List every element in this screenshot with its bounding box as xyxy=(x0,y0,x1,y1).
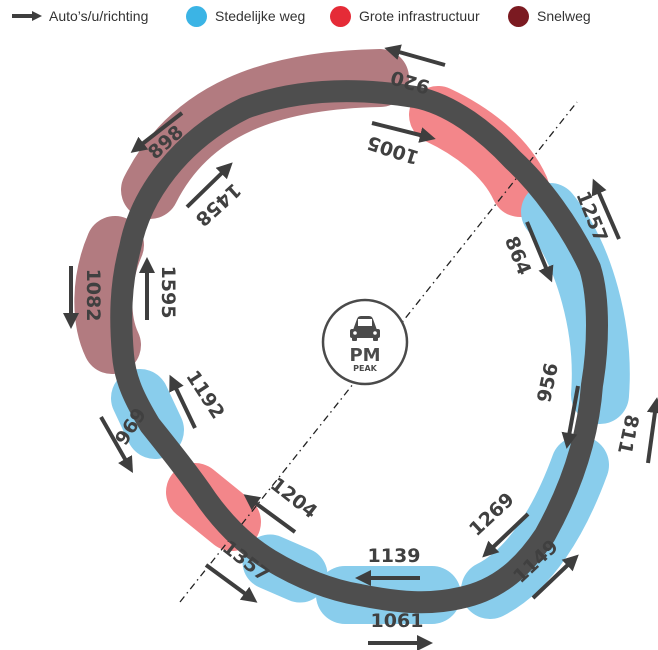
arrow-1192 xyxy=(169,374,197,429)
legend-label-highway: Snelweg xyxy=(537,8,591,24)
arrow-864 xyxy=(525,221,554,283)
arrow-956 xyxy=(561,385,580,449)
arrow-1204 xyxy=(243,494,297,534)
arrow-1357 xyxy=(204,563,258,603)
arrow-1149 xyxy=(531,554,579,600)
infra-dot-icon xyxy=(330,5,351,27)
flow-label-864: 864 xyxy=(500,233,535,278)
arrow-898 xyxy=(130,111,184,153)
flow-label-1458: 1458 xyxy=(191,179,245,231)
highway-band-left xyxy=(74,216,144,374)
legend-label-urban: Stedelijke weg xyxy=(215,8,306,24)
legend-label-infra: Grote infrastructuur xyxy=(359,8,480,24)
arrow-right-icon xyxy=(12,11,42,21)
arrow-1458 xyxy=(185,162,233,209)
flow-label-1082: 1082 xyxy=(82,269,104,322)
flow-label-1005: 1005 xyxy=(365,131,422,168)
flow-label-811: 811 xyxy=(613,413,643,456)
legend-item-highway: Snelweg xyxy=(508,5,591,27)
legend-item-infra: Grote infrastructuur xyxy=(330,5,480,27)
car-icon xyxy=(350,316,380,341)
legend: Auto’s/u/richting Stedelijke weg Grote i… xyxy=(0,0,658,34)
urban-dot-icon xyxy=(186,5,207,27)
flow-label-956: 956 xyxy=(533,361,563,404)
legend-item-urban: Stedelijke weg xyxy=(186,5,306,27)
arrow-969 xyxy=(99,416,133,473)
arrow-1257 xyxy=(591,178,621,240)
arrow-811 xyxy=(646,397,658,464)
flow-arrows xyxy=(63,44,658,650)
flow-label-1061: 1061 xyxy=(371,610,424,632)
arrow-1005 xyxy=(371,121,436,143)
badge-title: PM xyxy=(349,345,380,366)
badge-subtitle: PEAK xyxy=(353,364,378,373)
flow-label-1595: 1595 xyxy=(157,266,179,319)
ring-road xyxy=(110,80,608,614)
legend-label-direction: Auto’s/u/richting xyxy=(49,8,149,24)
arrow-920 xyxy=(384,44,446,67)
badge-circle xyxy=(321,298,409,386)
highway-dot-icon xyxy=(508,5,529,27)
flow-label-1139: 1139 xyxy=(368,545,421,567)
pm-peak-badge: PM PEAK xyxy=(321,298,409,386)
legend-item-direction: Auto’s/u/richting xyxy=(12,6,148,26)
arrow-1269 xyxy=(482,512,530,558)
